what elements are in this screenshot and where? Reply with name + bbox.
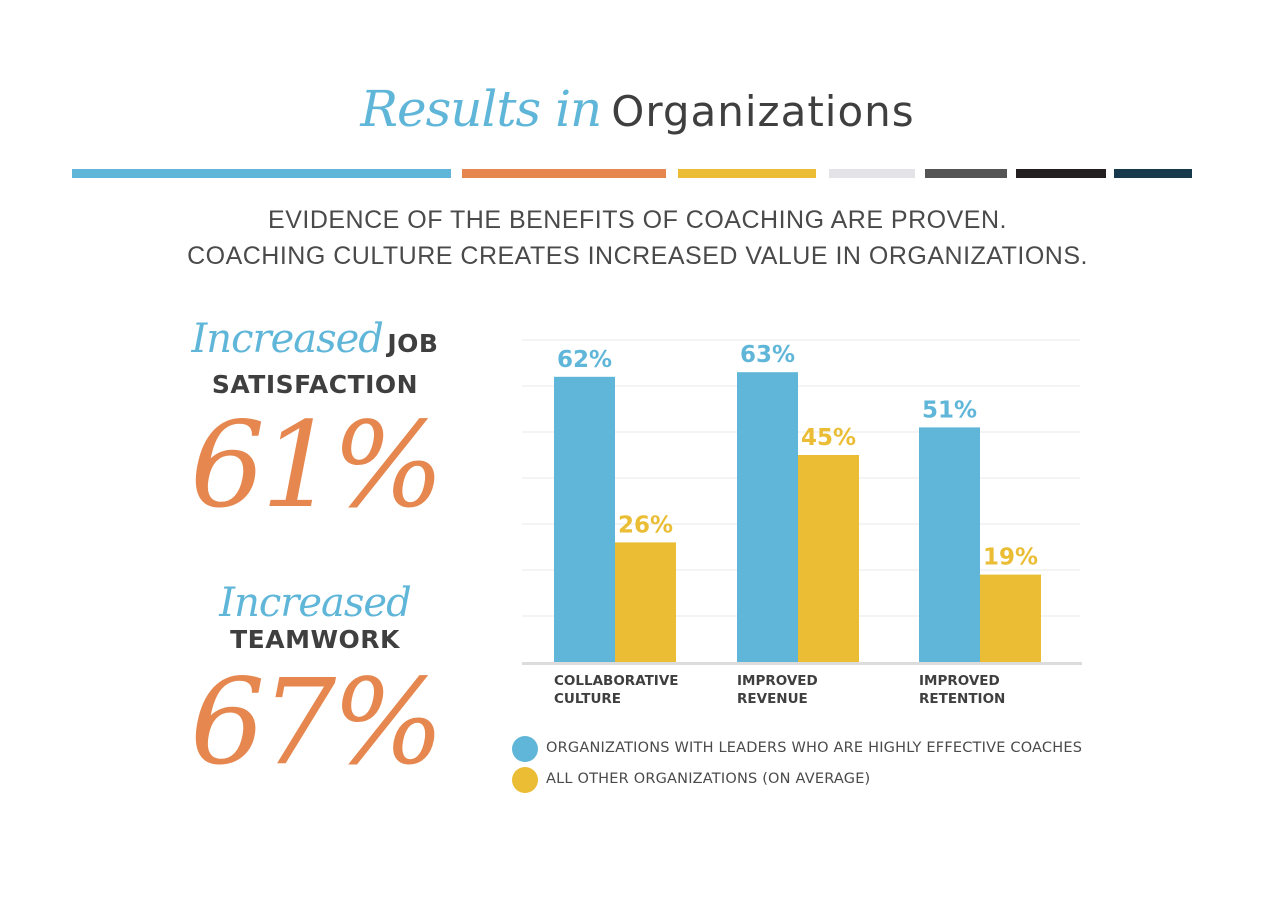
stripe-blue xyxy=(72,169,451,178)
bar-coaches-2 xyxy=(737,372,798,662)
x-tick-label: COLLABORATIVE xyxy=(554,673,679,689)
data-label: 26% xyxy=(618,512,673,538)
stripe-yellow xyxy=(678,169,816,178)
legend-swatch-blue xyxy=(512,736,538,762)
x-tick-label: CULTURE xyxy=(554,691,621,707)
x-tick-label: IMPROVED xyxy=(919,673,1000,689)
bar-others-3 xyxy=(980,574,1041,662)
data-label: 51% xyxy=(922,397,977,423)
title-plain: Organizations xyxy=(611,87,915,136)
stat-1-label-a: JOB xyxy=(387,329,439,358)
stripe-orange xyxy=(462,169,666,178)
x-tick-label: RETENTION xyxy=(919,691,1005,707)
stripe-black xyxy=(1016,169,1106,178)
stat-2-script: Increased xyxy=(219,580,411,626)
stat-2-value: 67% xyxy=(190,653,444,791)
bar-others-2 xyxy=(798,455,859,662)
stripe-dark-gray xyxy=(925,169,1007,178)
subtitle-line-2: COACHING CULTURE CREATES INCREASED VALUE… xyxy=(187,242,1088,270)
bar-others-1 xyxy=(615,542,676,662)
stat-1-label-b: SATISFACTION xyxy=(211,370,419,399)
stripe-light-gray xyxy=(829,169,915,178)
title-script: Results in xyxy=(360,80,602,138)
stat-1-script: Increased xyxy=(191,316,384,362)
page-title: Results in Organizations xyxy=(0,80,1275,138)
data-label: 63% xyxy=(740,342,795,368)
stat-1-value: 61% xyxy=(190,396,444,534)
stat-job-satisfaction: Increased JOB SATISFACTION 61% xyxy=(190,316,444,534)
legend-swatch-yellow xyxy=(512,767,538,793)
color-stripes xyxy=(0,169,1275,179)
x-tick-label: REVENUE xyxy=(737,691,808,707)
stat-2-label: TEAMWORK xyxy=(230,625,400,654)
legend-label-coaches: ORGANIZATIONS WITH LEADERS WHO ARE HIGHL… xyxy=(546,740,1083,756)
x-tick-label: IMPROVED xyxy=(737,673,818,689)
bar-coaches-3 xyxy=(919,427,980,662)
data-label: 45% xyxy=(801,425,856,451)
stat-teamwork: Increased TEAMWORK 67% xyxy=(190,580,444,791)
bar-coaches-1 xyxy=(554,376,615,662)
legend-label-others: ALL OTHER ORGANIZATIONS (ON AVERAGE) xyxy=(546,771,871,787)
data-label: 19% xyxy=(983,545,1038,571)
subtitle: EVIDENCE OF THE BENEFITS OF COACHING ARE… xyxy=(0,202,1275,274)
data-label: 62% xyxy=(557,347,612,373)
stripe-navy xyxy=(1114,169,1192,178)
subtitle-line-1: EVIDENCE OF THE BENEFITS OF COACHING ARE… xyxy=(268,206,1007,234)
